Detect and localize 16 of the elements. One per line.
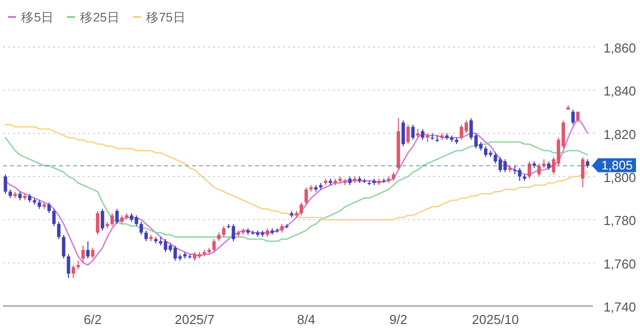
x-tick-label: 8/4 — [297, 312, 316, 327]
y-tick-label: 1,780 — [603, 213, 636, 228]
x-tick-label: 9/2 — [389, 312, 408, 327]
y-tick-label: 1,840 — [603, 84, 636, 99]
y-tick-label: 1,860 — [603, 40, 636, 56]
x-tick-label: 2025/7 — [174, 312, 215, 327]
legend-label: 移25日 — [80, 10, 120, 24]
legend-label: 移5日 — [21, 10, 54, 24]
ref-line-label: 1,805 — [601, 158, 633, 173]
y-tick-label: 1,820 — [603, 126, 636, 142]
x-tick-label: 2025/10 — [472, 312, 519, 327]
y-tick-label: 1,800 — [603, 170, 636, 185]
y-tick-label: 1,740 — [603, 300, 636, 314]
legend-label: 移75日 — [146, 10, 186, 24]
x-tick-label: 6/2 — [84, 312, 102, 327]
y-tick-label: 1,760 — [603, 256, 636, 272]
